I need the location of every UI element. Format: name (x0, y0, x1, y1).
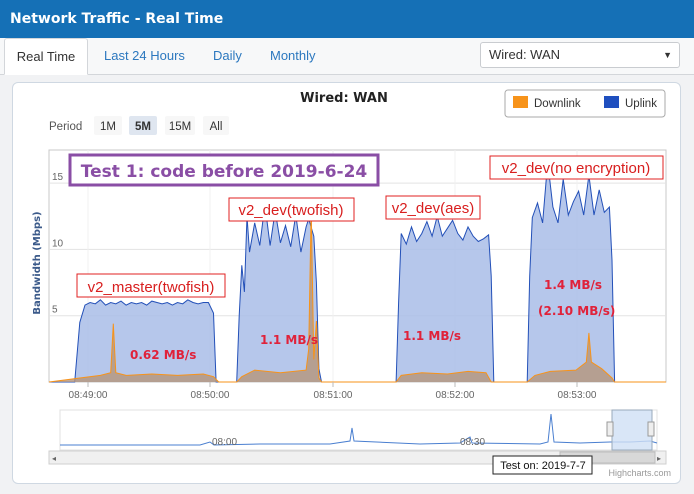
speed-label-phase-4: 1.4 MB/s (544, 278, 602, 292)
navigator-area (59, 409, 658, 451)
tab-monthly[interactable]: Monthly (270, 48, 316, 63)
speed-label-phase-1: 0.62 MB/s (130, 348, 196, 362)
period-button-all[interactable] (203, 116, 229, 135)
period-label: Period (49, 121, 82, 133)
period-option-1m[interactable]: 1M (100, 121, 116, 133)
tab-real-time[interactable]: Real Time (4, 38, 88, 75)
period-option-all[interactable]: All (210, 121, 223, 133)
period-selector: 1M 5M 15M All (94, 116, 229, 135)
y-tick-label: 15 (52, 172, 64, 183)
phase-box-4 (489, 155, 664, 180)
chart-title: Wired: WAN (300, 91, 388, 106)
tab-bar: Real Time Last 24 Hours Daily Monthly (0, 38, 694, 75)
phase-label-v2-dev-aes: v2_dev(aes) (392, 200, 475, 217)
highcharts-credit[interactable]: Highcharts.com (608, 468, 671, 478)
chevron-down-icon: ▼ (663, 50, 672, 60)
legend-swatch-uplink[interactable] (604, 96, 619, 108)
y-tick-label: 5 (52, 305, 58, 316)
period-button-5m[interactable] (129, 116, 157, 135)
window-title: Network Traffic - Real Time (0, 0, 694, 38)
speed-label-phase-3: 1.1 MB/s (403, 329, 461, 343)
navigator-left-handle[interactable] (606, 421, 614, 437)
legend-box (504, 89, 666, 118)
line-downlink (48, 208, 666, 383)
area-uplink (49, 161, 666, 382)
x-axis-ticks: 08:49:00 08:50:00 08:51:00 08:52:00 08:53:00 (69, 382, 597, 401)
navigator-selection[interactable] (611, 409, 653, 451)
test-date-box (492, 455, 593, 475)
navigator-series (60, 413, 658, 446)
speed-labels: 0.62 MB/s 1.1 MB/s 1.1 MB/s 1.4 MB/s (2.… (130, 278, 615, 362)
y-axis-label: Bandwidth (Mbps) (32, 211, 43, 314)
phase-box-1 (76, 273, 226, 298)
scroll-right-icon[interactable]: ▸ (657, 454, 661, 463)
period-button-15m[interactable] (165, 116, 195, 135)
scroll-left-icon[interactable]: ◂ (52, 454, 56, 463)
test-date-label: Test on: 2019-7-7 (500, 460, 586, 472)
navigator-tick-0830: 08:30 (460, 437, 485, 448)
test-title-box (68, 153, 380, 187)
legend-swatch-downlink[interactable] (513, 96, 528, 108)
x-tick-label: 08:50:00 (191, 390, 230, 401)
tab-daily[interactable]: Daily (213, 48, 242, 63)
x-tick-label: 08:49:00 (69, 390, 108, 401)
legend-item-downlink[interactable]: Downlink (534, 98, 581, 110)
legend-item-uplink[interactable]: Uplink (625, 98, 657, 110)
test-title-annotation: Test 1: code before 2019-6-24 (68, 153, 380, 187)
test-title-text: Test 1: code before 2019-6-24 (81, 162, 368, 182)
tab-last-24-hours[interactable]: Last 24 Hours (104, 48, 185, 63)
speed-label-phase-2: 1.1 MB/s (260, 333, 318, 347)
chart-legend: Downlink Uplink (504, 89, 666, 118)
phase-label-v2-master-twofish: v2_master(twofish) (88, 279, 215, 296)
period-option-15m[interactable]: 15M (169, 121, 191, 133)
navigator-tick-0800: 08:00 (212, 437, 237, 448)
interface-select[interactable]: Wired: WAN ▼ (480, 42, 680, 68)
x-tick-label: 08:52:00 (436, 390, 475, 401)
x-tick-label: 08:51:00 (314, 390, 353, 401)
phase-label-v2-dev-twofish: v2_dev(twofish) (238, 202, 343, 219)
period-button-1m[interactable] (94, 116, 122, 135)
phase-box-2 (228, 197, 355, 222)
y-axis-ticks: 5 10 15 (52, 172, 64, 316)
phase-label-v2-dev-no-encryption: v2_dev(no encryption) (502, 160, 650, 177)
phase-labels: v2_master(twofish) v2_dev(twofish) v2_de… (76, 155, 664, 298)
interface-select-value: Wired: WAN (489, 47, 561, 62)
speed-label-phase-4-alt: (2.10 MB/s) (538, 304, 615, 318)
period-option-5m[interactable]: 5M (135, 121, 151, 133)
y-tick-label: 10 (52, 238, 64, 249)
phase-box-3 (385, 195, 481, 220)
x-tick-label: 08:53:00 (558, 390, 597, 401)
navigator-right-handle[interactable] (647, 421, 655, 437)
